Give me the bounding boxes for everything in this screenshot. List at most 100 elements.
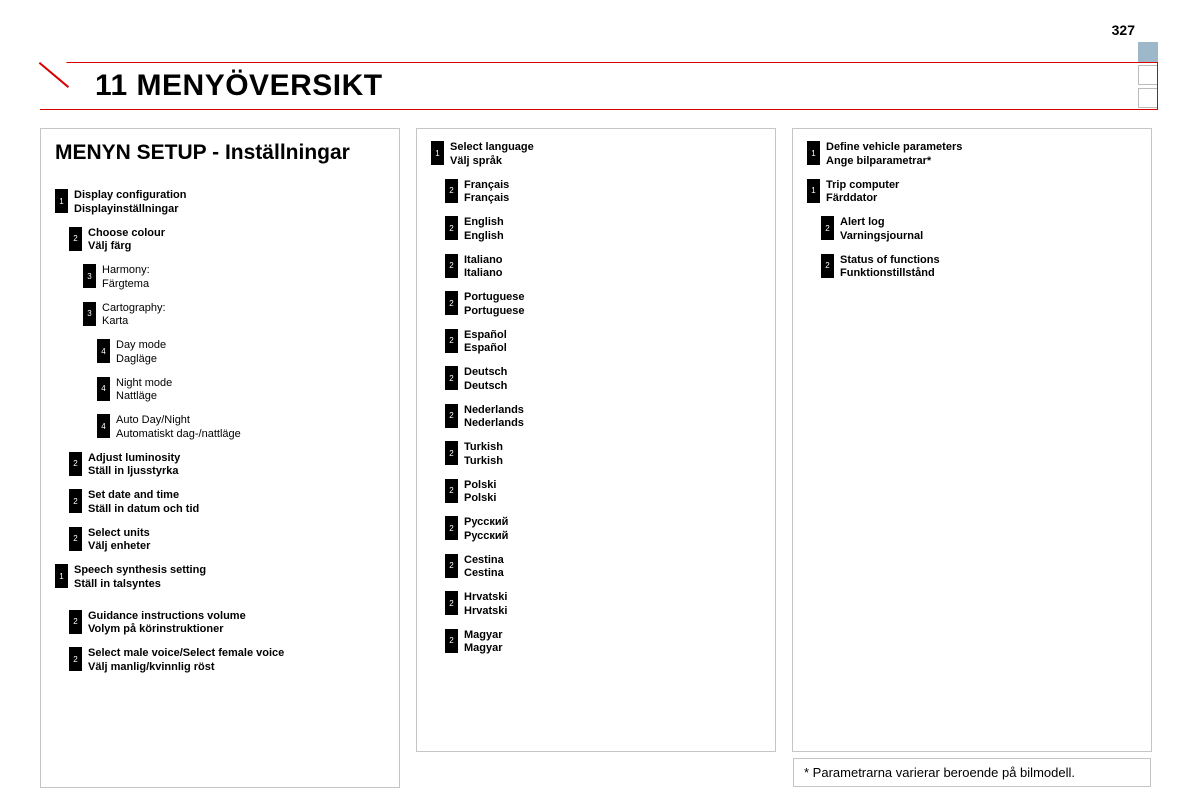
menu-item-text: PortuguesePortuguese <box>464 291 525 319</box>
header-title: 11 MENYÖVERSIKT <box>95 69 383 103</box>
menu-item: 3Cartography:Karta <box>83 302 385 330</box>
level-badge: 2 <box>445 179 458 203</box>
section-title: MENYN SETUP - Inställningar <box>55 141 385 165</box>
level-badge: 1 <box>55 564 68 588</box>
menu-item: 2DeutschDeutsch <box>445 366 761 394</box>
menu-item: 4Day modeDagläge <box>97 339 385 367</box>
columns-wrapper: MENYN SETUP - Inställningar 1Display con… <box>40 128 1152 788</box>
menu-item-text: Define vehicle parametersAnge bilparamet… <box>826 141 962 169</box>
menu-list-2: 1Select languageVälj språk 2FrançaisFranç… <box>431 141 761 656</box>
menu-item: 2MagyarMagyar <box>445 629 761 657</box>
footnote: * Parametrarna varierar beroende på bilm… <box>793 758 1151 787</box>
level-badge: 2 <box>821 216 834 240</box>
menu-item-text: HrvatskiHrvatski <box>464 591 507 619</box>
menu-item: 2ItalianoItaliano <box>445 254 761 282</box>
menu-item-text: Harmony:Färgtema <box>102 264 150 292</box>
menu-item: 2EspañolEspañol <box>445 329 761 357</box>
menu-item: 2FrançaisFrançais <box>445 179 761 207</box>
menu-item: 1Trip computerFärddator <box>807 179 1137 207</box>
level-badge: 2 <box>445 516 458 540</box>
menu-item: 2NederlandsNederlands <box>445 404 761 432</box>
menu-item-text: Status of functionsFunktionstillstånd <box>840 254 940 282</box>
menu-item-text: DeutschDeutsch <box>464 366 507 394</box>
menu-item-text: TurkishTurkish <box>464 441 503 469</box>
menu-item: 1Speech synthesis settingStäll in talsyn… <box>55 564 385 592</box>
level-badge: 3 <box>83 264 96 288</box>
menu-item-text: ItalianoItaliano <box>464 254 503 282</box>
level-badge: 3 <box>83 302 96 326</box>
menu-item: 3Harmony:Färgtema <box>83 264 385 292</box>
menu-item: 2Select unitsVälj enheter <box>69 527 385 555</box>
level-badge: 2 <box>69 452 82 476</box>
menu-item-text: CestinaCestina <box>464 554 504 582</box>
menu-item-text: Set date and timeStäll in datum och tid <box>88 489 199 517</box>
menu-item: 2Guidance instructions volumeVolym på kö… <box>69 610 385 638</box>
menu-item-text: Day modeDagläge <box>116 339 166 367</box>
level-badge: 2 <box>445 216 458 240</box>
menu-item: 4Night modeNattläge <box>97 377 385 405</box>
menu-item-text: EnglishEnglish <box>464 216 504 244</box>
level-badge: 2 <box>821 254 834 278</box>
menu-item-text: NederlandsNederlands <box>464 404 524 432</box>
menu-item: 2CestinaCestina <box>445 554 761 582</box>
level-badge: 2 <box>69 610 82 634</box>
column-2: 1Select languageVälj språk 2FrançaisFranç… <box>416 128 776 752</box>
level-badge: 2 <box>445 591 458 615</box>
menu-item: 2РусскийРусский <box>445 516 761 544</box>
level-badge: 2 <box>445 441 458 465</box>
level-badge: 2 <box>445 366 458 390</box>
menu-item-text: РусскийРусский <box>464 516 508 544</box>
menu-item: 1Define vehicle parametersAnge bilparame… <box>807 141 1137 169</box>
page-number: 327 <box>1112 22 1135 38</box>
menu-item: 2Alert logVarningsjournal <box>821 216 1137 244</box>
menu-item: 2Status of functionsFunktionstillstånd <box>821 254 1137 282</box>
level-badge: 2 <box>445 404 458 428</box>
menu-item-text: EspañolEspañol <box>464 329 507 357</box>
menu-item: 2PolskiPolski <box>445 479 761 507</box>
menu-item: 2Select male voice/Select female voiceVä… <box>69 647 385 675</box>
menu-item: 2Adjust luminosityStäll in ljusstyrka <box>69 452 385 480</box>
menu-item: 2Choose colourVälj färg <box>69 227 385 255</box>
menu-item-text: Auto Day/NightAutomatiskt dag-/nattläge <box>116 414 241 442</box>
column-1: MENYN SETUP - Inställningar 1Display con… <box>40 128 400 788</box>
level-badge: 2 <box>445 629 458 653</box>
level-badge: 1 <box>807 141 820 165</box>
menu-item-text: Select unitsVälj enheter <box>88 527 150 555</box>
marker-square <box>1138 42 1158 62</box>
column-3: 1Define vehicle parametersAnge bilparame… <box>792 128 1152 752</box>
menu-item: 2HrvatskiHrvatski <box>445 591 761 619</box>
level-badge: 1 <box>55 189 68 213</box>
menu-item-text: Trip computerFärddator <box>826 179 899 207</box>
menu-item-text: Select male voice/Select female voiceVäl… <box>88 647 284 675</box>
menu-item-text: Adjust luminosityStäll in ljusstyrka <box>88 452 180 480</box>
menu-list-1: 1Display configurationDisplayinställning… <box>55 189 385 675</box>
level-badge: 1 <box>807 179 820 203</box>
menu-item: 2Set date and timeStäll in datum och tid <box>69 489 385 517</box>
header-bar: 11 MENYÖVERSIKT <box>40 62 1158 110</box>
level-badge: 2 <box>69 227 82 251</box>
level-badge: 4 <box>97 377 110 401</box>
menu-item-text: Alert logVarningsjournal <box>840 216 923 244</box>
menu-item-text: Guidance instructions volumeVolym på kör… <box>88 610 246 638</box>
level-badge: 2 <box>69 527 82 551</box>
level-badge: 2 <box>445 479 458 503</box>
menu-item-text: MagyarMagyar <box>464 629 503 657</box>
menu-item-text: Select languageVälj språk <box>450 141 534 169</box>
menu-item: 2PortuguesePortuguese <box>445 291 761 319</box>
level-badge: 2 <box>69 647 82 671</box>
level-badge: 2 <box>445 254 458 278</box>
menu-item-text: PolskiPolski <box>464 479 496 507</box>
menu-list-3: 1Define vehicle parametersAnge bilparame… <box>807 141 1137 281</box>
level-badge: 2 <box>445 329 458 353</box>
level-badge: 4 <box>97 339 110 363</box>
menu-item: 4Auto Day/NightAutomatiskt dag-/nattläge <box>97 414 385 442</box>
menu-item: 2TurkishTurkish <box>445 441 761 469</box>
menu-item-text: Cartography:Karta <box>102 302 166 330</box>
level-badge: 4 <box>97 414 110 438</box>
menu-item: 1Select languageVälj språk <box>431 141 761 169</box>
menu-item-text: Choose colourVälj färg <box>88 227 165 255</box>
menu-item-text: Night modeNattläge <box>116 377 172 405</box>
menu-item: 2EnglishEnglish <box>445 216 761 244</box>
menu-item-text: Speech synthesis settingStäll in talsynt… <box>74 564 206 592</box>
level-badge: 1 <box>431 141 444 165</box>
